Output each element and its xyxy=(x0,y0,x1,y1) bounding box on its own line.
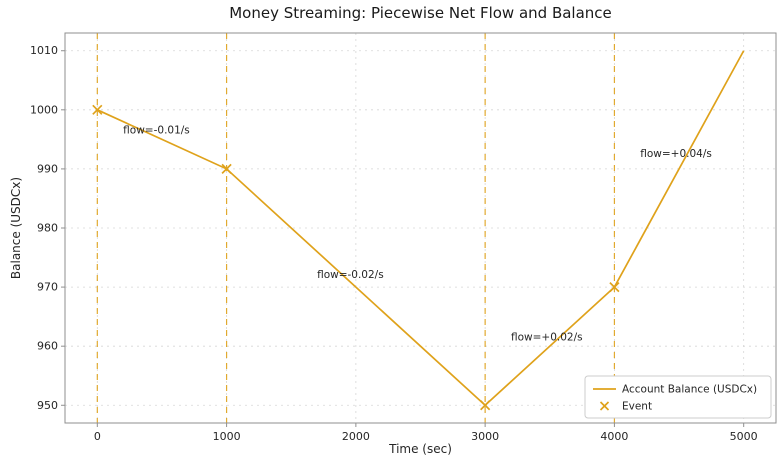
svg-text:Event: Event xyxy=(622,401,652,413)
svg-text:950: 950 xyxy=(37,399,58,412)
event-vlines xyxy=(96,33,616,423)
svg-text:4000: 4000 xyxy=(600,430,628,443)
svg-text:3000: 3000 xyxy=(471,430,499,443)
svg-text:2000: 2000 xyxy=(342,430,370,443)
svg-text:1000: 1000 xyxy=(30,103,58,116)
svg-text:960: 960 xyxy=(37,340,58,353)
event-markers xyxy=(92,104,620,411)
chart-title: Money Streaming: Piecewise Net Flow and … xyxy=(229,4,612,22)
svg-text:1010: 1010 xyxy=(30,44,58,57)
svg-text:0: 0 xyxy=(94,430,101,443)
svg-text:flow=+0.02/s: flow=+0.02/s xyxy=(511,331,583,343)
svg-text:flow=-0.02/s: flow=-0.02/s xyxy=(317,269,384,281)
svg-text:970: 970 xyxy=(37,281,58,294)
y-axis-label: Balance (USDCx) xyxy=(9,176,23,280)
x-axis-label: Time (sec) xyxy=(389,442,452,456)
legend: Account Balance (USDCx) Event xyxy=(584,375,772,419)
svg-text:flow=+0.04/s: flow=+0.04/s xyxy=(640,148,712,160)
svg-text:Account Balance (USDCx): Account Balance (USDCx) xyxy=(622,384,757,396)
flow-annotations: flow=-0.01/s flow=-0.02/s flow=+0.02/s flow… xyxy=(123,124,712,343)
axis-ticks: 0 1000 2000 3000 4000 5000 950 960 970 980 990 1000… xyxy=(30,44,758,443)
svg-text:flow=-0.01/s: flow=-0.01/s xyxy=(123,124,190,136)
svg-text:990: 990 xyxy=(37,162,58,175)
svg-text:980: 980 xyxy=(37,222,58,235)
svg-text:1000: 1000 xyxy=(213,430,241,443)
svg-text:5000: 5000 xyxy=(730,430,758,443)
